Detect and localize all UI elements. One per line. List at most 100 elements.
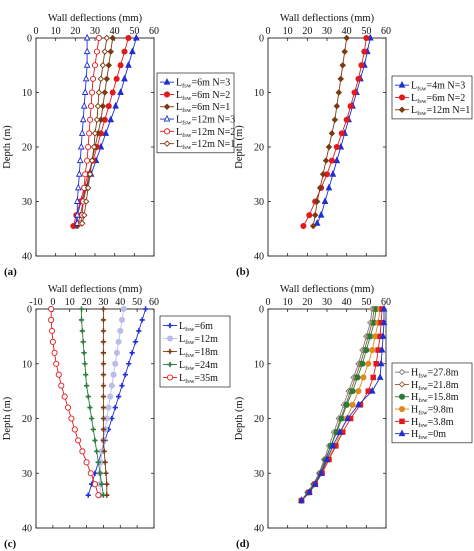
panel-b: 0 10 20 30 40 50 60 0 10 20 30 40 Wall deflections (… xyxy=(234,13,473,278)
data-point xyxy=(51,349,58,356)
data-point xyxy=(81,350,87,356)
legend-marker xyxy=(163,91,171,98)
data-point xyxy=(82,361,88,367)
data-point xyxy=(129,350,135,356)
data-point xyxy=(139,317,145,323)
data-point xyxy=(85,394,91,400)
data-point xyxy=(112,101,119,109)
series-5 xyxy=(48,305,102,499)
data-point xyxy=(329,441,337,449)
x-tick-label: 0 xyxy=(266,26,271,37)
data-point xyxy=(305,488,313,495)
data-point xyxy=(372,333,379,340)
data-point xyxy=(87,116,94,123)
data-point xyxy=(91,481,99,488)
x-tick-label: 60 xyxy=(381,297,391,308)
data-point xyxy=(78,306,85,312)
data-point xyxy=(322,157,330,164)
x-tick-label: 30 xyxy=(322,26,332,37)
x-tick-label: 50 xyxy=(132,297,142,308)
y-tick-label: 40 xyxy=(254,524,264,535)
data-point xyxy=(311,479,319,487)
data-point xyxy=(109,89,116,96)
series-line xyxy=(301,308,375,501)
data-point xyxy=(99,481,105,487)
legend-label: Lfsw=12m N=3 xyxy=(176,114,235,126)
data-point xyxy=(120,305,127,313)
legend-label: Lfsw=12m xyxy=(179,334,218,346)
data-point xyxy=(105,62,113,69)
y-axis-label: Depth (m) xyxy=(234,396,245,440)
data-point xyxy=(380,318,388,326)
data-point xyxy=(363,347,370,354)
data-point xyxy=(142,306,149,312)
data-point xyxy=(76,156,84,164)
series-line xyxy=(102,309,108,496)
data-point xyxy=(109,34,116,42)
series-1 xyxy=(85,306,149,498)
data-point xyxy=(336,427,344,435)
x-tick-label: 0 xyxy=(266,297,271,308)
x-tick-label: 20 xyxy=(302,297,312,308)
y-tick-label: 0 xyxy=(259,305,264,316)
data-point xyxy=(107,115,115,123)
x-tick-label: 30 xyxy=(98,297,108,308)
series-line xyxy=(50,309,99,496)
data-point xyxy=(132,339,139,345)
x-tick-label: 40 xyxy=(342,26,352,37)
data-point xyxy=(95,459,101,465)
y-axis-label: Depth (m) xyxy=(234,125,245,169)
y-tick-label: 10 xyxy=(254,359,264,370)
data-point xyxy=(89,415,95,422)
data-point xyxy=(83,372,89,378)
legend-marker xyxy=(398,405,406,413)
data-point xyxy=(93,116,101,123)
x-tick-label: 60 xyxy=(149,297,159,308)
data-point xyxy=(64,404,72,411)
legend-label: Lfsw=6m N=2 xyxy=(176,90,230,102)
data-point xyxy=(338,130,345,137)
data-point xyxy=(71,426,78,433)
x-tick-label: 40 xyxy=(110,26,120,37)
legend-marker xyxy=(163,140,171,147)
data-point xyxy=(53,360,60,367)
legend-label: Lfsw=12m N=1 xyxy=(411,105,470,117)
data-point xyxy=(306,212,313,219)
data-point xyxy=(74,183,82,191)
data-point xyxy=(79,115,87,123)
data-point xyxy=(100,404,107,411)
data-point xyxy=(351,89,358,96)
data-point xyxy=(49,338,56,345)
data-point xyxy=(349,388,356,395)
y-tick-label: 10 xyxy=(22,359,32,370)
series-3 xyxy=(309,34,350,230)
data-point xyxy=(121,74,128,82)
data-point xyxy=(83,33,91,41)
data-point xyxy=(78,317,85,323)
data-point xyxy=(122,372,128,378)
legend-label: Hfsw=21.8m xyxy=(411,380,459,392)
data-point xyxy=(333,143,340,151)
data-point xyxy=(75,170,83,177)
x-tick-label: 60 xyxy=(381,26,391,37)
y-tick-label: 10 xyxy=(254,88,264,99)
series-1 xyxy=(298,305,376,504)
data-point xyxy=(329,170,337,177)
x-tick-label: 20 xyxy=(70,26,80,37)
x-tick-label: 10 xyxy=(51,26,61,37)
x-tick-label: 0 xyxy=(34,26,39,37)
data-point xyxy=(95,34,102,42)
data-point xyxy=(100,328,107,334)
data-point xyxy=(78,129,86,136)
data-point xyxy=(119,383,125,389)
data-point xyxy=(80,211,88,219)
data-point xyxy=(93,48,101,55)
legend-marker xyxy=(398,368,406,376)
data-point xyxy=(365,360,372,367)
data-point xyxy=(100,350,107,356)
data-point xyxy=(108,382,115,389)
x-axis-label: Wall deflections (mm) xyxy=(48,13,143,24)
legend-label: Lfsw=6m xyxy=(179,321,213,333)
series-line xyxy=(303,37,367,227)
data-point xyxy=(355,400,362,408)
